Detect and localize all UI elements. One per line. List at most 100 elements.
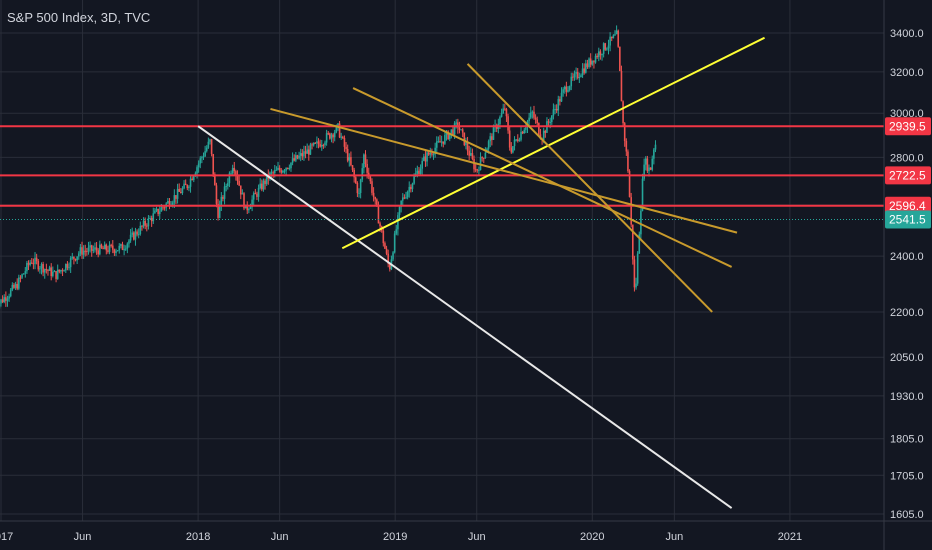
candle-body: [374, 196, 377, 200]
candle-body: [416, 170, 419, 174]
candle-body: [295, 155, 297, 161]
candle-body: [502, 108, 504, 114]
candle-body: [424, 156, 427, 162]
candle-body: [231, 167, 234, 174]
candle-body: [465, 142, 467, 146]
candle-body: [448, 132, 451, 140]
candle-body: [335, 125, 338, 133]
candle-body: [431, 153, 433, 155]
candle-body: [74, 258, 77, 261]
candle-body: [225, 186, 227, 188]
candle-body: [447, 131, 449, 140]
candle-body: [654, 144, 657, 150]
candle-body: [364, 154, 367, 164]
candle-body: [8, 296, 10, 299]
candle-body: [201, 157, 203, 159]
candle-body: [90, 245, 93, 251]
candle-body: [214, 174, 216, 186]
candle-body: [444, 135, 446, 144]
time-tick-label: 2020: [580, 531, 604, 543]
candle-body: [116, 250, 119, 252]
candle-body: [382, 230, 385, 244]
candle-body: [418, 170, 420, 174]
candle-body: [327, 133, 330, 135]
candle-body: [439, 141, 441, 143]
candle-body: [249, 206, 252, 209]
candle-body: [45, 269, 48, 271]
candle-body: [81, 247, 83, 255]
candle-body: [633, 259, 636, 288]
price-tick-label: 3000.0: [890, 108, 924, 120]
candle-body: [115, 251, 117, 253]
candle-body: [168, 200, 171, 207]
candle-body: [371, 181, 373, 193]
candle-body: [547, 121, 550, 123]
last-price-label-bg: [885, 210, 931, 229]
candle-body: [567, 89, 569, 92]
candle-body: [97, 250, 99, 255]
candle-body: [505, 109, 508, 117]
candle-body: [575, 72, 577, 74]
candle-body: [311, 144, 313, 146]
candle-body: [491, 136, 493, 140]
candle-body: [196, 167, 198, 174]
candle-body: [615, 30, 618, 35]
candle-body: [9, 289, 12, 297]
candle-body: [604, 43, 607, 50]
candle-body: [356, 183, 359, 194]
candle-body: [421, 160, 423, 169]
level-price-label: 2939.5: [889, 119, 926, 133]
candle-body: [555, 109, 558, 111]
candle-body: [427, 152, 430, 155]
candle-body: [180, 191, 182, 194]
candle-body: [238, 180, 240, 186]
candle-body: [401, 197, 404, 201]
candle-body: [110, 244, 112, 246]
candle-body: [437, 141, 440, 143]
trend-line: [270, 107, 738, 234]
candle-body: [442, 141, 445, 144]
candle-body: [188, 186, 190, 189]
candle-body: [531, 111, 534, 113]
candle-body: [619, 46, 621, 71]
candle-body: [160, 207, 163, 212]
candle-body: [293, 158, 296, 161]
candle-body: [460, 129, 462, 131]
candle-body: [572, 76, 574, 78]
candle-body: [142, 220, 145, 227]
candle-body: [13, 284, 15, 288]
grid-lines: [0, 0, 884, 521]
candle-body: [0, 299, 2, 304]
candle-body: [597, 51, 600, 58]
candle-body: [500, 113, 503, 117]
candle-body: [627, 151, 629, 171]
candle-body: [178, 188, 180, 192]
candle-body: [236, 174, 239, 181]
candle-body: [329, 133, 331, 139]
candle-body: [353, 169, 355, 178]
candle-body: [649, 167, 652, 170]
candle-body: [131, 232, 134, 235]
candle-body: [458, 127, 461, 130]
candle-body: [518, 139, 521, 141]
candle-body: [457, 122, 459, 128]
candle-body: [123, 249, 125, 251]
trend-line: [341, 36, 766, 250]
candle-body: [228, 173, 231, 184]
candle-body: [230, 173, 232, 175]
candle-body: [27, 262, 30, 265]
candle-body: [372, 192, 375, 197]
candle-body: [220, 196, 223, 206]
candle-body: [68, 267, 70, 269]
candle-body: [473, 159, 475, 170]
candle-body: [612, 35, 615, 39]
candle-body: [623, 123, 626, 141]
candle-body: [286, 167, 289, 169]
candle-body: [440, 141, 443, 143]
candle-body: [111, 245, 114, 250]
level-price-label: 2722.5: [889, 168, 926, 182]
candle-body: [586, 63, 589, 67]
candle-body: [510, 147, 513, 153]
